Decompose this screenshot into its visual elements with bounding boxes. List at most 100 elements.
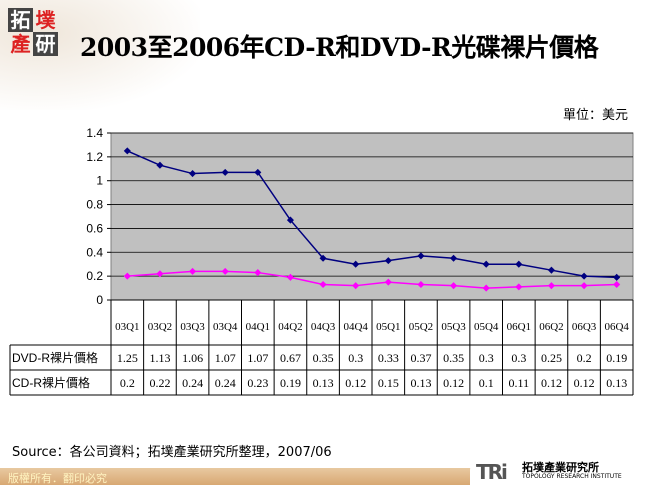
x-category-label: 03Q2: [148, 321, 172, 333]
data-point: [613, 273, 621, 281]
y-tick-label: 1: [96, 174, 103, 188]
data-table-cell: 0.13: [410, 376, 431, 390]
series-line: [127, 270, 617, 289]
data-point: [450, 254, 458, 262]
data-point: [580, 282, 588, 290]
data-point: [417, 252, 425, 260]
data-point: [319, 280, 327, 289]
data-table-cell: 1.07: [247, 351, 268, 365]
data-point: [319, 254, 327, 262]
data-table-cell: 0.35: [313, 351, 334, 365]
data-table-cell: 0.15: [378, 376, 399, 390]
data-table-cell: 0.13: [606, 376, 627, 390]
data-table-cell: 0.1: [479, 376, 494, 390]
data-table-cell: 0.12: [541, 376, 562, 390]
y-tick-label: 0.8: [86, 198, 103, 212]
data-point: [286, 216, 294, 224]
x-category-label: 03Q1: [115, 321, 139, 333]
page-title: 2003至2006年CD-R和DVD-R光碟裸片價格: [80, 33, 599, 62]
chart: 0 0.2 0.4 0.6 0.8 1 1.2 1.4 03Q1 03Q2 03Q3 03Q4 04Q1…: [9, 126, 634, 396]
data-table-cell: 0.35: [443, 351, 464, 365]
data-table-cell: 0.3: [348, 351, 363, 365]
data-point: [352, 282, 360, 290]
x-category-label: 03Q3: [180, 321, 205, 333]
data-table-cell: 0.23: [247, 376, 268, 390]
data-table-cell: 0.25: [541, 351, 562, 365]
data-table-cell: 0.2: [577, 351, 592, 365]
data-point: [384, 257, 392, 265]
data-table-cell: 0.67: [280, 351, 301, 365]
series-line: [127, 150, 617, 279]
data-point: [221, 267, 229, 275]
data-table-cell: 0.12: [574, 376, 595, 390]
data-point: [482, 260, 490, 268]
brand-cn: 拓墣產業研究所: [522, 461, 599, 474]
data-point: [254, 269, 262, 277]
data-table-cell: 0.13: [313, 376, 334, 390]
data-point: [613, 280, 621, 289]
tri-logo: TRi 拓墣產業研究所 TOPOLOGY RESEARCH INSTITUTE: [470, 458, 650, 485]
data-table-cell: 0.19: [280, 376, 301, 390]
y-tick-label: 1.2: [86, 150, 103, 164]
data-point: [450, 282, 458, 290]
y-tick-label: 0.2: [86, 269, 103, 283]
data-table-cell: 0.37: [410, 351, 431, 365]
x-category-label: 04Q4: [343, 321, 368, 333]
x-category-label: 05Q4: [474, 321, 499, 333]
copyright: 版權所有．翻印必究: [8, 472, 107, 485]
x-category-label: 04Q2: [278, 321, 302, 333]
data-table-cell: 1.25: [117, 351, 138, 365]
unit-label: 單位：美元: [562, 108, 628, 123]
data-point: [515, 283, 523, 291]
x-category-label: 03Q4: [213, 321, 238, 333]
data-point: [547, 282, 555, 290]
x-category-label: 04Q1: [246, 321, 270, 333]
data-point: [221, 168, 229, 176]
legend-entry: DVD-R裸片價格: [12, 350, 98, 365]
brand-abbr: TRi: [476, 460, 508, 484]
data-point: [286, 273, 294, 281]
data-table-cell: 0.12: [345, 376, 366, 390]
x-category-label: 06Q3: [572, 321, 597, 333]
data-point: [417, 280, 425, 289]
data-point: [384, 278, 392, 286]
data-point: [189, 267, 197, 275]
y-tick-label: 1.4: [86, 126, 103, 140]
data-point: [515, 260, 523, 268]
data-point: [547, 266, 555, 274]
x-category-label: 05Q3: [441, 321, 466, 333]
data-point: [156, 270, 164, 278]
source-note: Source：各公司資料；拓墣產業研究所整理，2007/06: [12, 445, 332, 460]
data-point: [482, 284, 490, 292]
data-table-cell: 1.07: [215, 351, 236, 365]
data-table-cell: 1.13: [149, 351, 170, 365]
data-table-cell: 0.22: [149, 376, 170, 390]
x-category-label: 06Q4: [604, 321, 629, 333]
data-table-cell: 0.19: [606, 351, 627, 365]
brand-en: TOPOLOGY RESEARCH INSTITUTE: [522, 473, 622, 480]
data-point: [352, 260, 360, 268]
y-tick-label: 0: [96, 293, 103, 307]
data-table-cell: 0.24: [215, 376, 236, 390]
logo: 拓墣產研: [8, 8, 58, 56]
x-category-label: 04Q3: [311, 321, 336, 333]
data-point: [123, 272, 131, 280]
data-point: [189, 170, 197, 178]
data-table-cell: 0.11: [509, 376, 530, 390]
data-table-cell: 0.3: [511, 351, 526, 365]
x-category-label: 05Q2: [409, 321, 433, 333]
x-category-label: 06Q1: [507, 321, 531, 333]
data-table-cell: 0.12: [443, 376, 464, 390]
plot-area: [110, 132, 634, 301]
data-table-cell: 0.3: [479, 351, 494, 365]
legend-entry: CD-R裸片價格: [12, 375, 90, 390]
data-table-cell: 1.06: [182, 351, 203, 365]
data-point: [156, 161, 164, 169]
data-point: [123, 147, 131, 155]
y-tick-label: 0.6: [86, 221, 103, 235]
data-table-cell: 0.24: [182, 376, 203, 390]
data-table-cell: 0.2: [120, 376, 135, 390]
y-tick-label: 0.4: [86, 245, 103, 259]
data-point: [580, 272, 588, 280]
data-point: [254, 168, 262, 176]
